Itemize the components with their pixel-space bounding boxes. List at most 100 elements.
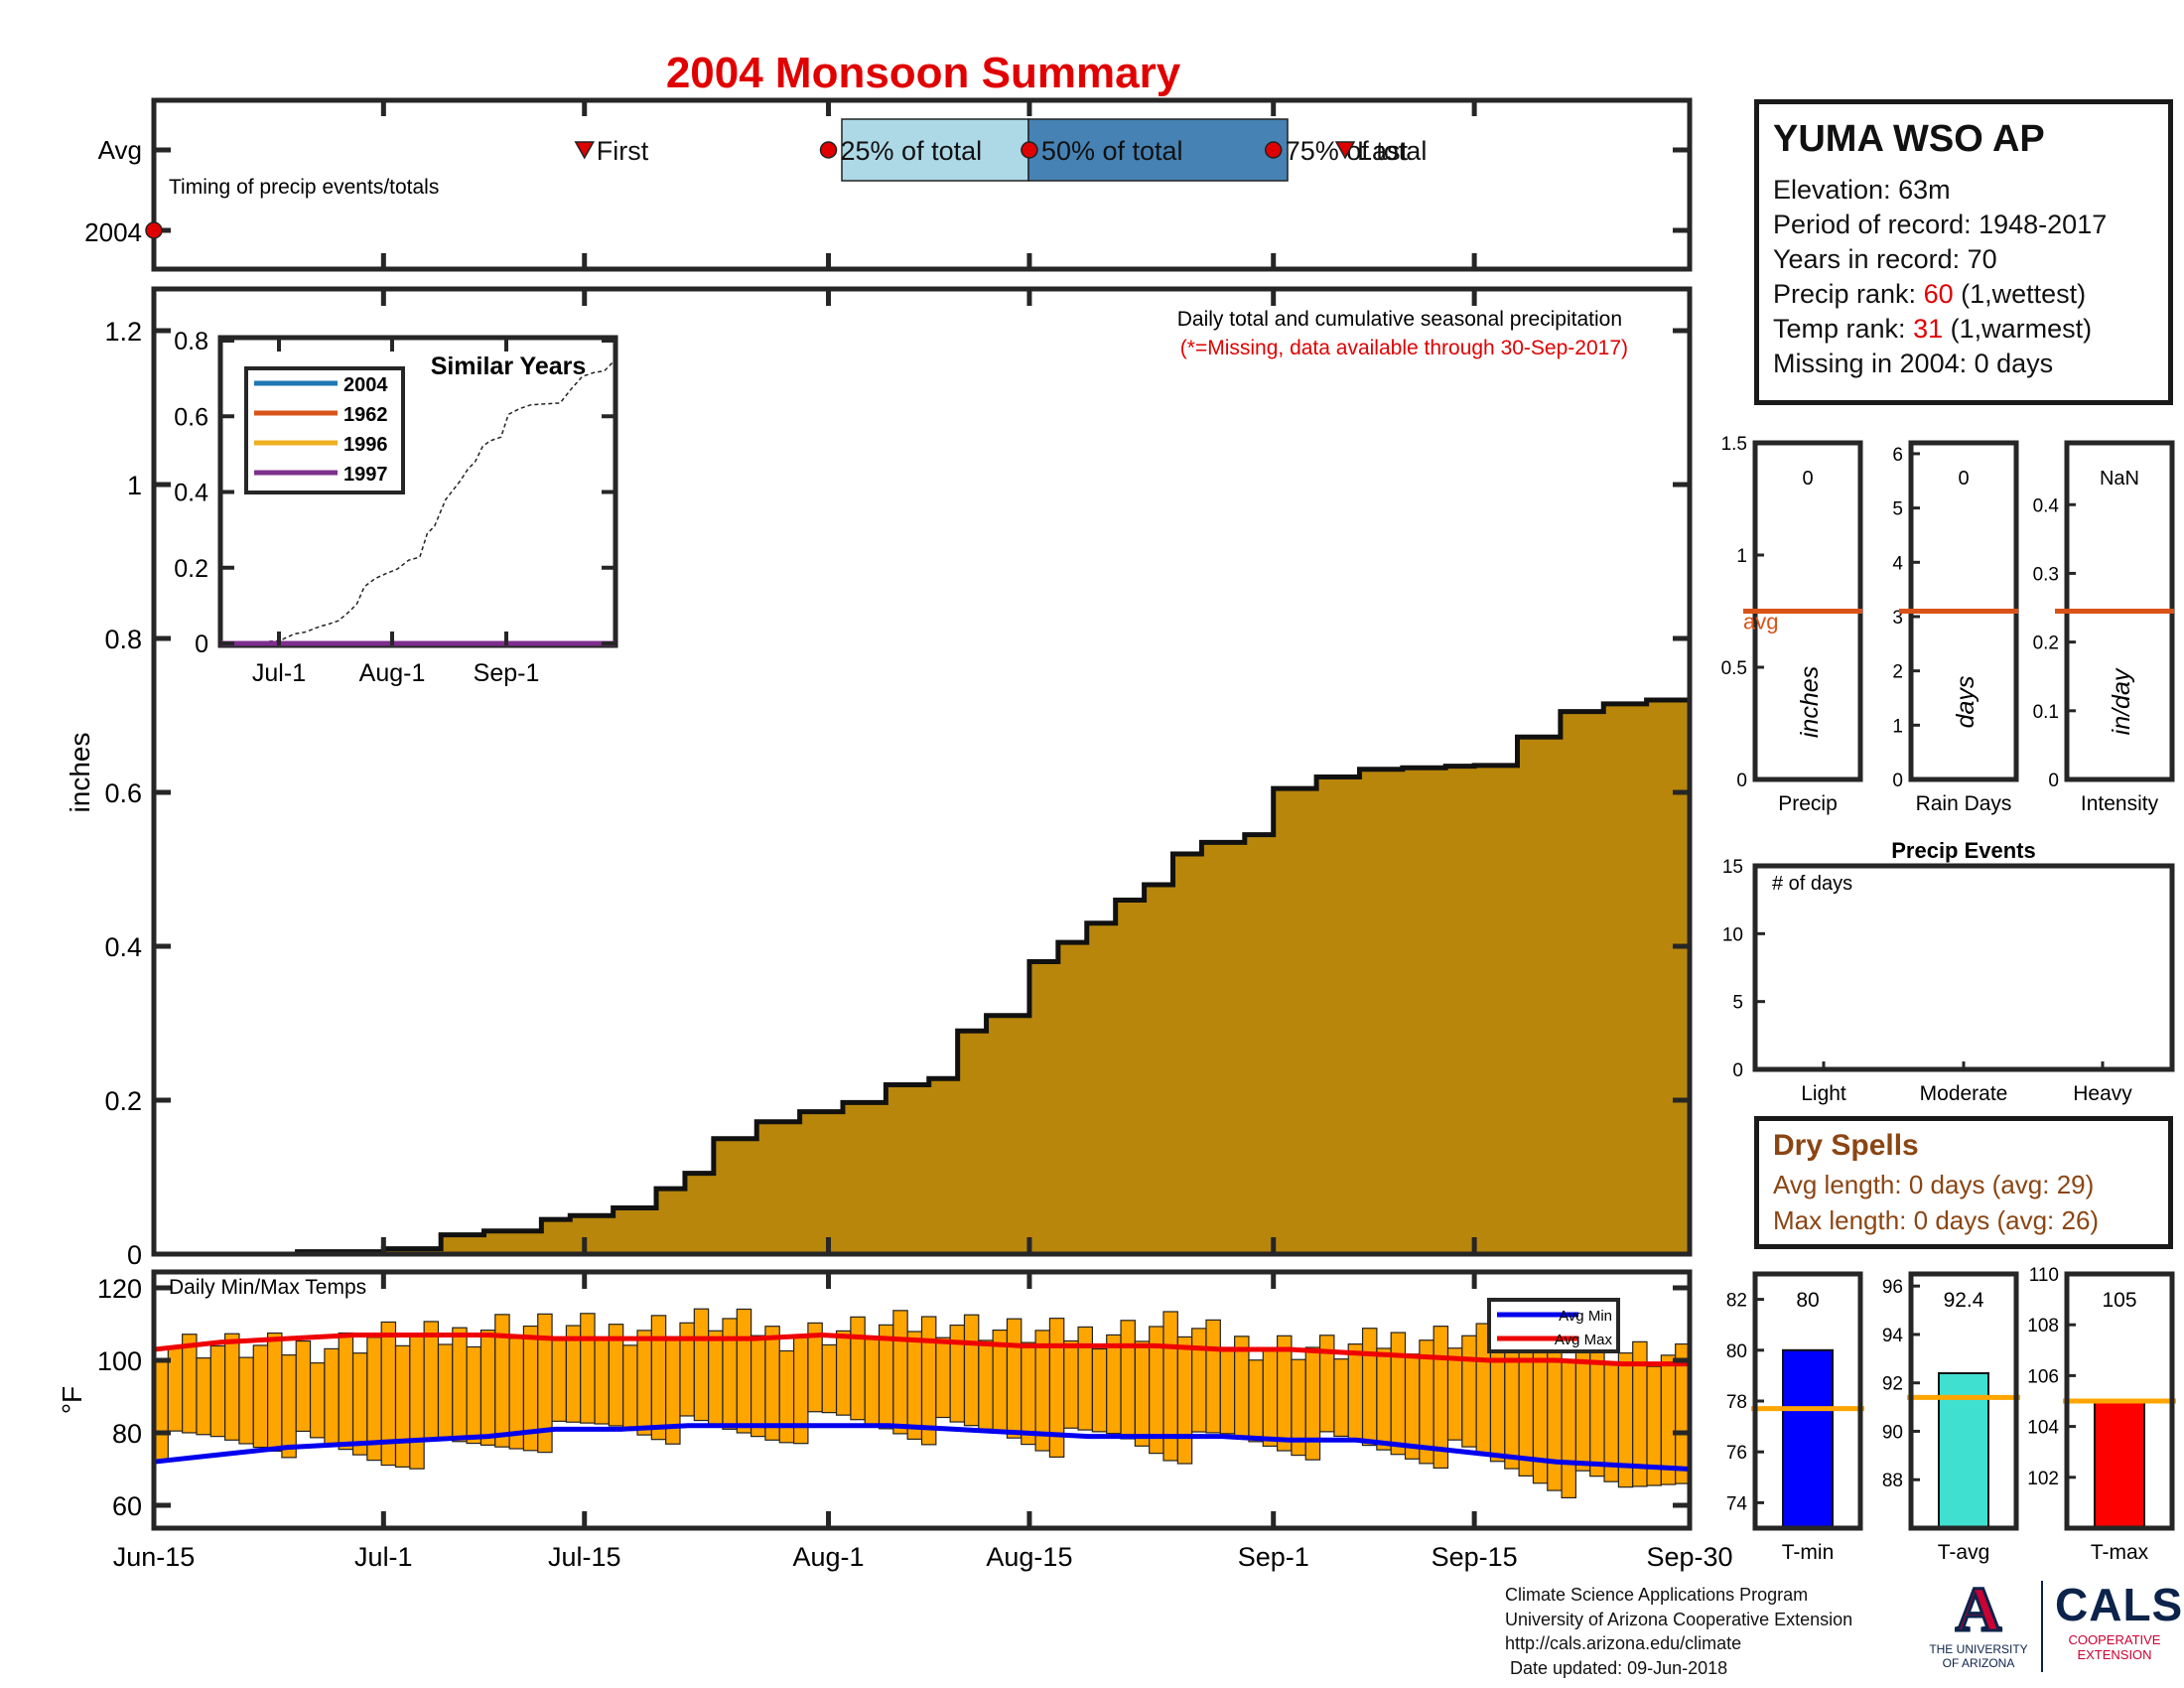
temp-daily-bar bbox=[1660, 1354, 1677, 1485]
temp-daily-bar bbox=[1304, 1346, 1321, 1461]
temp-summary-y-tick-label: 106 bbox=[2027, 1366, 2059, 1387]
small-panel-y-tick-label: 0.2 bbox=[2033, 633, 2059, 654]
temp-y-tick-label: 60 bbox=[112, 1491, 142, 1521]
temp-daily-bar bbox=[1376, 1347, 1392, 1451]
avg-min-line bbox=[153, 1423, 1691, 1472]
cals-logo[interactable]: CALS COOPERATIVE EXTENSION bbox=[2055, 1577, 2184, 1662]
small-panel-precip: 0 0.5 1 1.5 avg 0 inches Precip bbox=[1721, 434, 1863, 815]
small-panel-y-tick-label: 0.1 bbox=[2033, 702, 2059, 723]
small-panel-xlabel: Rain Days bbox=[1916, 792, 2012, 815]
timing-row-label-avg: Avg bbox=[98, 135, 142, 165]
temp-y-tick-label: 100 bbox=[97, 1346, 142, 1376]
temp-daily-bar bbox=[636, 1330, 652, 1436]
temp-summary-y-tick-label: 104 bbox=[2027, 1418, 2059, 1439]
dry-spells-max: Max length: 0 days (avg: 26) bbox=[1773, 1205, 2100, 1235]
temp-summary-bar bbox=[1782, 1348, 1834, 1530]
temp-daily-bar bbox=[1262, 1346, 1279, 1448]
inset-x-tick-label: Jul-1 bbox=[252, 659, 306, 687]
inset-y-tick-label: 0.2 bbox=[174, 555, 208, 583]
temp-summary-y-tick-label: 74 bbox=[1726, 1493, 1748, 1514]
small-panel-y-tick-label: 0 bbox=[1736, 771, 1747, 791]
x-axis-tick-label: Aug-15 bbox=[986, 1542, 1072, 1572]
temp-daily-bar bbox=[1106, 1334, 1122, 1435]
timing-row-label-year: 2004 bbox=[84, 217, 142, 247]
timing-event-label: 25% of total bbox=[841, 136, 983, 166]
small-panel-y-tick-label: 1.5 bbox=[1721, 434, 1747, 455]
temp-daily-bar bbox=[708, 1330, 724, 1426]
temp-summary-xlabel: T-avg bbox=[1938, 1541, 1990, 1564]
temp-summary-tmax: 102 104 106 108 110 105 T-max bbox=[2027, 1265, 2176, 1564]
temp-daily-bar bbox=[935, 1336, 951, 1419]
small-panel-y-tick-label: 0.5 bbox=[1721, 658, 1747, 679]
temp-daily-bar bbox=[409, 1333, 425, 1470]
timing-event-label: Last bbox=[1357, 136, 1409, 166]
temp-summary-y-tick-label: 110 bbox=[2029, 1265, 2059, 1286]
main-y-tick-label: 0 bbox=[127, 1240, 142, 1270]
events-category-label: Moderate bbox=[1920, 1082, 2008, 1105]
temp-daily-bar bbox=[1446, 1347, 1463, 1441]
temp-rank-suffix: (1,warmest) bbox=[1943, 314, 2093, 344]
temp-daily-bar bbox=[1021, 1341, 1036, 1446]
timing-marker-circle bbox=[1021, 141, 1038, 159]
x-axis-tick-label: Jul-1 bbox=[354, 1542, 413, 1572]
dry-spells-title: Dry Spells bbox=[1773, 1129, 1919, 1162]
small-panel-rain-days: 0 1 2 3 4 5 6 0 days Rain Days bbox=[1892, 440, 2019, 815]
small-panel-y-tick-label: 2 bbox=[1892, 662, 1903, 683]
temp-daily-bar bbox=[1574, 1349, 1591, 1472]
temp-summary-y-tick-label: 78 bbox=[1726, 1392, 1747, 1413]
precip-rank-value: 60 bbox=[1923, 279, 1954, 309]
temp-legend: Avg Min Avg Max bbox=[1487, 1298, 1620, 1353]
small-precip-panels: 0 0.5 1 1.5 avg 0 inches Precip 0 1 2 3 4 5 6 0 days Rain… bbox=[1721, 434, 2175, 815]
small-panel-xlabel: Intensity bbox=[2081, 792, 2159, 815]
temp-summary-value: 80 bbox=[1796, 1289, 1819, 1312]
dry-spells-avg: Avg length: 0 days (avg: 29) bbox=[1773, 1170, 2095, 1199]
temp-daily-bar bbox=[1077, 1326, 1093, 1431]
temp-daily-bar bbox=[1191, 1328, 1207, 1433]
inset-title: Similar Years bbox=[431, 352, 587, 380]
inset-y-tick-label: 0.6 bbox=[174, 403, 208, 431]
temp-daily-bar bbox=[224, 1333, 240, 1441]
university-of-arizona-logo[interactable]: A THE UNIVERSITY OF ARIZONA bbox=[1924, 1575, 2033, 1670]
temp-daily-bar bbox=[394, 1344, 411, 1468]
cals-logo-text: CALS bbox=[2055, 1579, 2184, 1630]
cals-logo-line-2: EXTENSION bbox=[2077, 1647, 2152, 1662]
credits-line-3[interactable]: http://cals.arizona.edu/climate bbox=[1505, 1633, 1742, 1653]
temp-summary-y-tick-label: 76 bbox=[1726, 1443, 1747, 1464]
temp-y-tick-label: 80 bbox=[112, 1419, 142, 1449]
temp-daily-bar bbox=[650, 1315, 667, 1441]
timing-panel: Avg 2004 Timing of precip events/totals … bbox=[84, 97, 1693, 272]
timing-year-marker bbox=[145, 221, 163, 239]
timing-event-label: 50% of total bbox=[1041, 136, 1183, 166]
temp-daily-bar bbox=[182, 1334, 198, 1434]
temp-summary-y-tick-label: 96 bbox=[1882, 1277, 1903, 1298]
events-y-tick-label: 5 bbox=[1732, 993, 1743, 1014]
temp-summary-bar bbox=[2094, 1400, 2145, 1529]
small-panel-y-tick-label: 0 bbox=[2048, 771, 2059, 791]
small-panel-y-tick-label: 4 bbox=[1892, 553, 1903, 574]
temp-daily-bar bbox=[736, 1308, 752, 1434]
temp-summary-tavg: 88 90 92 94 96 92.4 T-avg bbox=[1882, 1271, 2020, 1564]
credits-block: Climate Science Applications Program Uni… bbox=[1505, 1583, 1852, 1680]
inset-legend-label: 1962 bbox=[343, 404, 388, 426]
temp-ylabel: °F bbox=[57, 1386, 87, 1414]
events-y-tick-label: 15 bbox=[1722, 857, 1743, 878]
precip-events-panel: Precip Events # of days 0 5 10 15 Light Moder… bbox=[1722, 838, 2175, 1105]
temp-rank-value: 31 bbox=[1913, 314, 1944, 344]
temp-daily-bar bbox=[693, 1308, 710, 1422]
small-panel-y-tick-label: 3 bbox=[1892, 608, 1903, 629]
station-elevation: Elevation: 63m bbox=[1773, 175, 1951, 205]
station-precip-rank: Precip rank: 60 (1,wettest) bbox=[1773, 277, 2154, 312]
small-panel-y-tick-label: 6 bbox=[1892, 445, 1903, 466]
main-y-tick-label: 0.2 bbox=[104, 1086, 142, 1116]
timing-caption: Timing of precip events/totals bbox=[169, 176, 439, 199]
inset-x-tick-label: Aug-1 bbox=[359, 659, 426, 687]
temp-summary-frame bbox=[1908, 1271, 2019, 1531]
temp-caption: Daily Min/Max Temps bbox=[169, 1276, 366, 1299]
events-y-tick-label: 0 bbox=[1732, 1060, 1743, 1081]
temp-daily-bar bbox=[1461, 1335, 1477, 1448]
temp-daily-bar bbox=[351, 1352, 368, 1456]
timing-box-25-50 bbox=[841, 118, 1029, 182]
main-y-tick-label: 0.6 bbox=[104, 778, 142, 808]
